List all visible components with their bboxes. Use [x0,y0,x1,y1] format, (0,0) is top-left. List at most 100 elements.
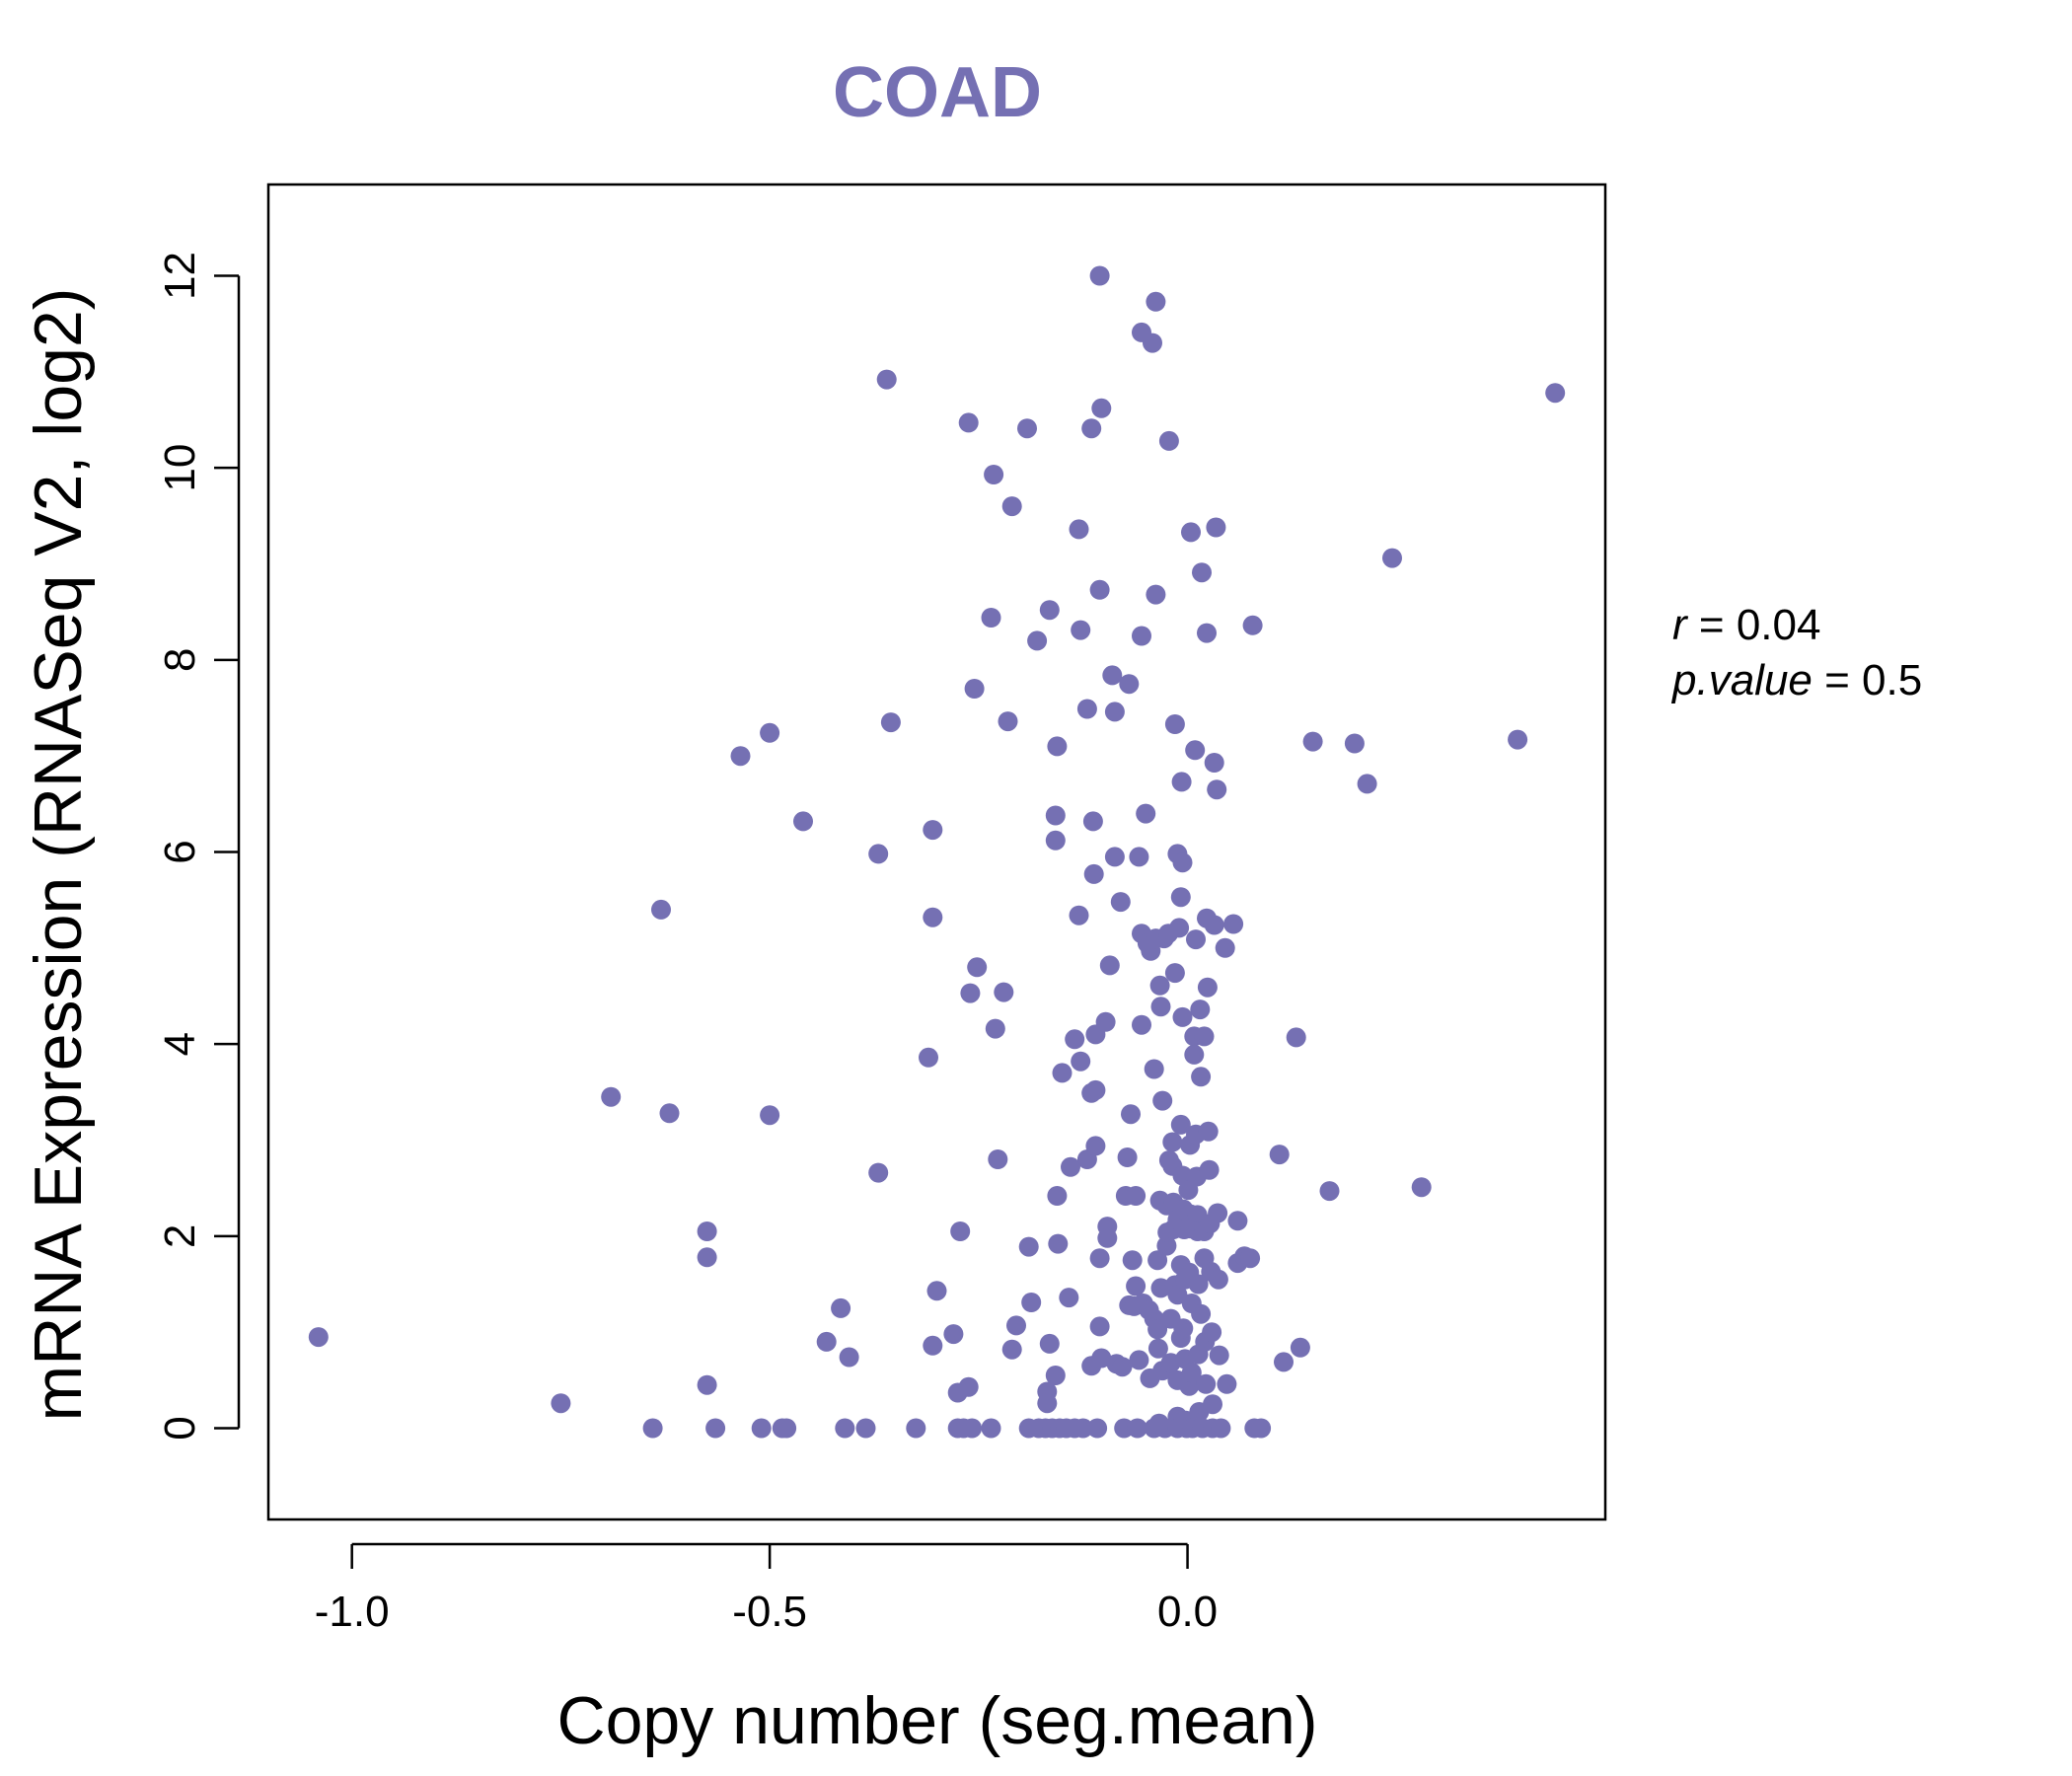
data-point [1204,915,1224,935]
data-point [1203,1394,1222,1415]
data-point [1001,1339,1022,1360]
data-point [1197,977,1218,998]
data-point [1048,1233,1069,1254]
data-point [1147,1338,1168,1359]
data-point [1170,887,1191,908]
data-point [1129,847,1149,867]
data-point [1251,1418,1272,1439]
data-point [958,1376,979,1397]
data-point [1112,1357,1133,1377]
data-point [1129,1350,1149,1370]
data-point [1085,1079,1106,1100]
y-axis: 0 2 4 6 8 10 12 [156,252,241,1441]
data-point [1208,1269,1228,1290]
data-point [1191,1067,1212,1087]
data-point [1132,1014,1151,1035]
correlation-annotation: r = 0.04 p.value = 0.5 [1670,601,1922,704]
data-point [601,1086,622,1107]
r-value: 0.04 [1737,601,1821,649]
data-point [1162,1132,1183,1152]
data-point [1269,1145,1290,1165]
data-point [1069,519,1089,540]
data-point [967,957,988,978]
p-value: 0.5 [1862,656,1922,704]
data-point [1274,1352,1294,1372]
r-label: r [1672,601,1689,649]
data-point [1083,863,1104,884]
data-point [1091,398,1112,418]
data-point [551,1393,571,1414]
data-point [981,1418,1001,1439]
p-value-statistic: p.value = 0.5 [1670,656,1922,704]
data-point [1127,1418,1147,1439]
x-axis-label: Copy number (seg.mean) [556,1683,1317,1758]
data-point [777,1418,797,1439]
y-tick-label: 8 [156,648,204,672]
data-point [760,722,780,743]
data-point [1344,733,1365,754]
data-point [876,369,897,390]
data-point [659,1103,680,1124]
data-point [923,820,943,841]
data-point [1104,847,1125,867]
data-point [1223,914,1244,934]
data-point [1021,1293,1042,1312]
data-point [1208,1203,1228,1223]
data-point [1001,496,1022,517]
data-point [1164,963,1185,984]
data-point [923,907,943,927]
data-point [1164,714,1185,734]
data-point [1191,1303,1212,1324]
data-point [1204,753,1224,773]
data-point [697,1247,717,1268]
data-point [1147,1250,1168,1271]
data-point [1121,1104,1141,1125]
data-point [1122,1250,1143,1271]
data-point [1045,805,1066,826]
data-point [919,1047,938,1068]
data-point [1172,852,1193,873]
data-point [1069,905,1089,925]
data-point [1169,918,1190,938]
data-point [943,1324,964,1345]
data-point [1382,548,1402,568]
data-point [1061,1156,1080,1177]
data-point [1117,1147,1138,1167]
data-point [1147,1319,1168,1340]
data-point [1170,1114,1191,1135]
data-point [1290,1337,1310,1358]
data-point [1190,999,1211,1020]
data-point [1197,623,1217,643]
data-point [1149,975,1170,996]
data-point [868,1162,889,1183]
data-point [985,1018,1005,1039]
data-point [1202,1322,1222,1343]
data-point [926,1281,947,1301]
y-axis-label: mRNA Expression (RNASeq V2, log2) [21,288,96,1422]
data-point [1045,830,1066,851]
data-point [1102,665,1123,686]
data-point [751,1418,772,1439]
data-point [1047,736,1068,757]
y-tick-label: 0 [156,1416,204,1440]
y-tick-label: 6 [156,840,204,863]
data-point [1091,1348,1112,1369]
data-point [981,608,1001,628]
data-point [1240,1248,1261,1269]
p-value-label: p.value [1670,656,1813,704]
data-point [1146,584,1166,605]
data-point [1207,779,1227,800]
data-point [1126,1276,1147,1296]
data-point [1508,729,1528,750]
y-tick-label: 4 [156,1032,204,1056]
data-point [1184,1044,1205,1065]
data-point [1167,1285,1188,1305]
r-statistic: r = 0.04 [1672,601,1820,649]
data-point [793,811,813,832]
data-point [962,1418,983,1439]
data-point [1411,1177,1432,1198]
data-point [1143,333,1162,353]
data-point [1089,1248,1110,1269]
data-point [816,1331,837,1352]
